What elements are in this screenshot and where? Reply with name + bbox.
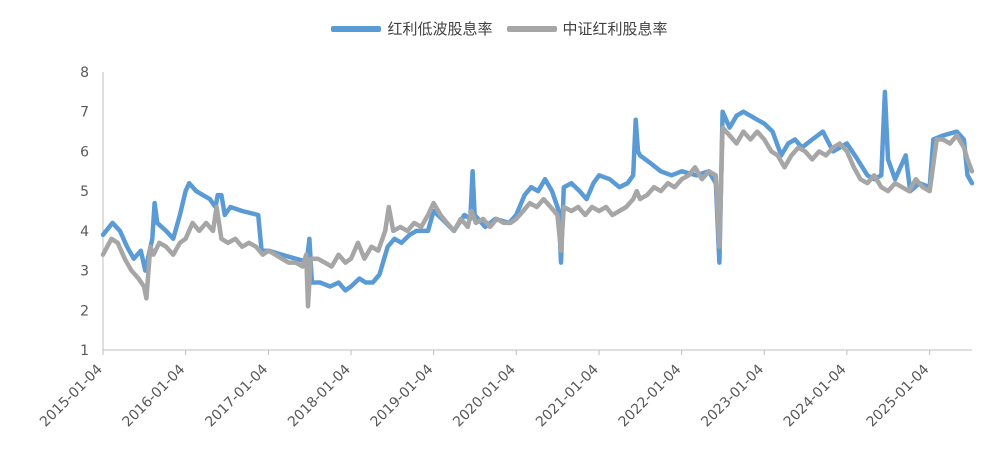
y-tick-label: 5	[80, 184, 89, 200]
x-tick-label: 2025-01-04	[864, 361, 933, 430]
series-line-csi-dividend	[100, 125, 975, 309]
legend-label-csi-dividend: 中证红利股息率	[562, 20, 668, 38]
y-tick-label: 2	[80, 303, 89, 319]
x-tick-label: 2017-01-04	[202, 361, 271, 430]
x-tick-label: 2019-01-04	[368, 361, 437, 430]
legend: 红利低波股息率 中证红利股息率	[0, 18, 999, 39]
y-tick-label: 3	[80, 264, 89, 280]
x-tick-label: 2024-01-04	[781, 361, 850, 430]
y-tick-label: 6	[80, 144, 89, 160]
legend-swatch-csi-dividend	[506, 25, 557, 32]
legend-label-low-vol: 红利低波股息率	[387, 20, 493, 38]
legend-item-low-vol: 红利低波股息率	[331, 18, 493, 39]
x-tick-label: 2021-01-04	[533, 361, 602, 430]
legend-swatch-low-vol	[331, 25, 382, 32]
x-tick-label: 2020-01-04	[450, 361, 519, 430]
x-tick-label: 2023-01-04	[698, 361, 767, 430]
y-tick-label: 1	[80, 343, 89, 359]
series-line-low-vol	[100, 89, 975, 293]
y-tick-label: 8	[80, 65, 89, 81]
x-tick-label: 2018-01-04	[285, 361, 354, 430]
legend-item-csi-dividend: 中证红利股息率	[506, 18, 668, 39]
y-tick-label: 7	[80, 105, 89, 121]
x-tick-label: 2015-01-04	[37, 361, 106, 430]
x-tick-label: 2016-01-04	[120, 361, 189, 430]
x-tick-label: 2022-01-04	[616, 361, 685, 430]
y-tick-label: 4	[80, 224, 89, 240]
